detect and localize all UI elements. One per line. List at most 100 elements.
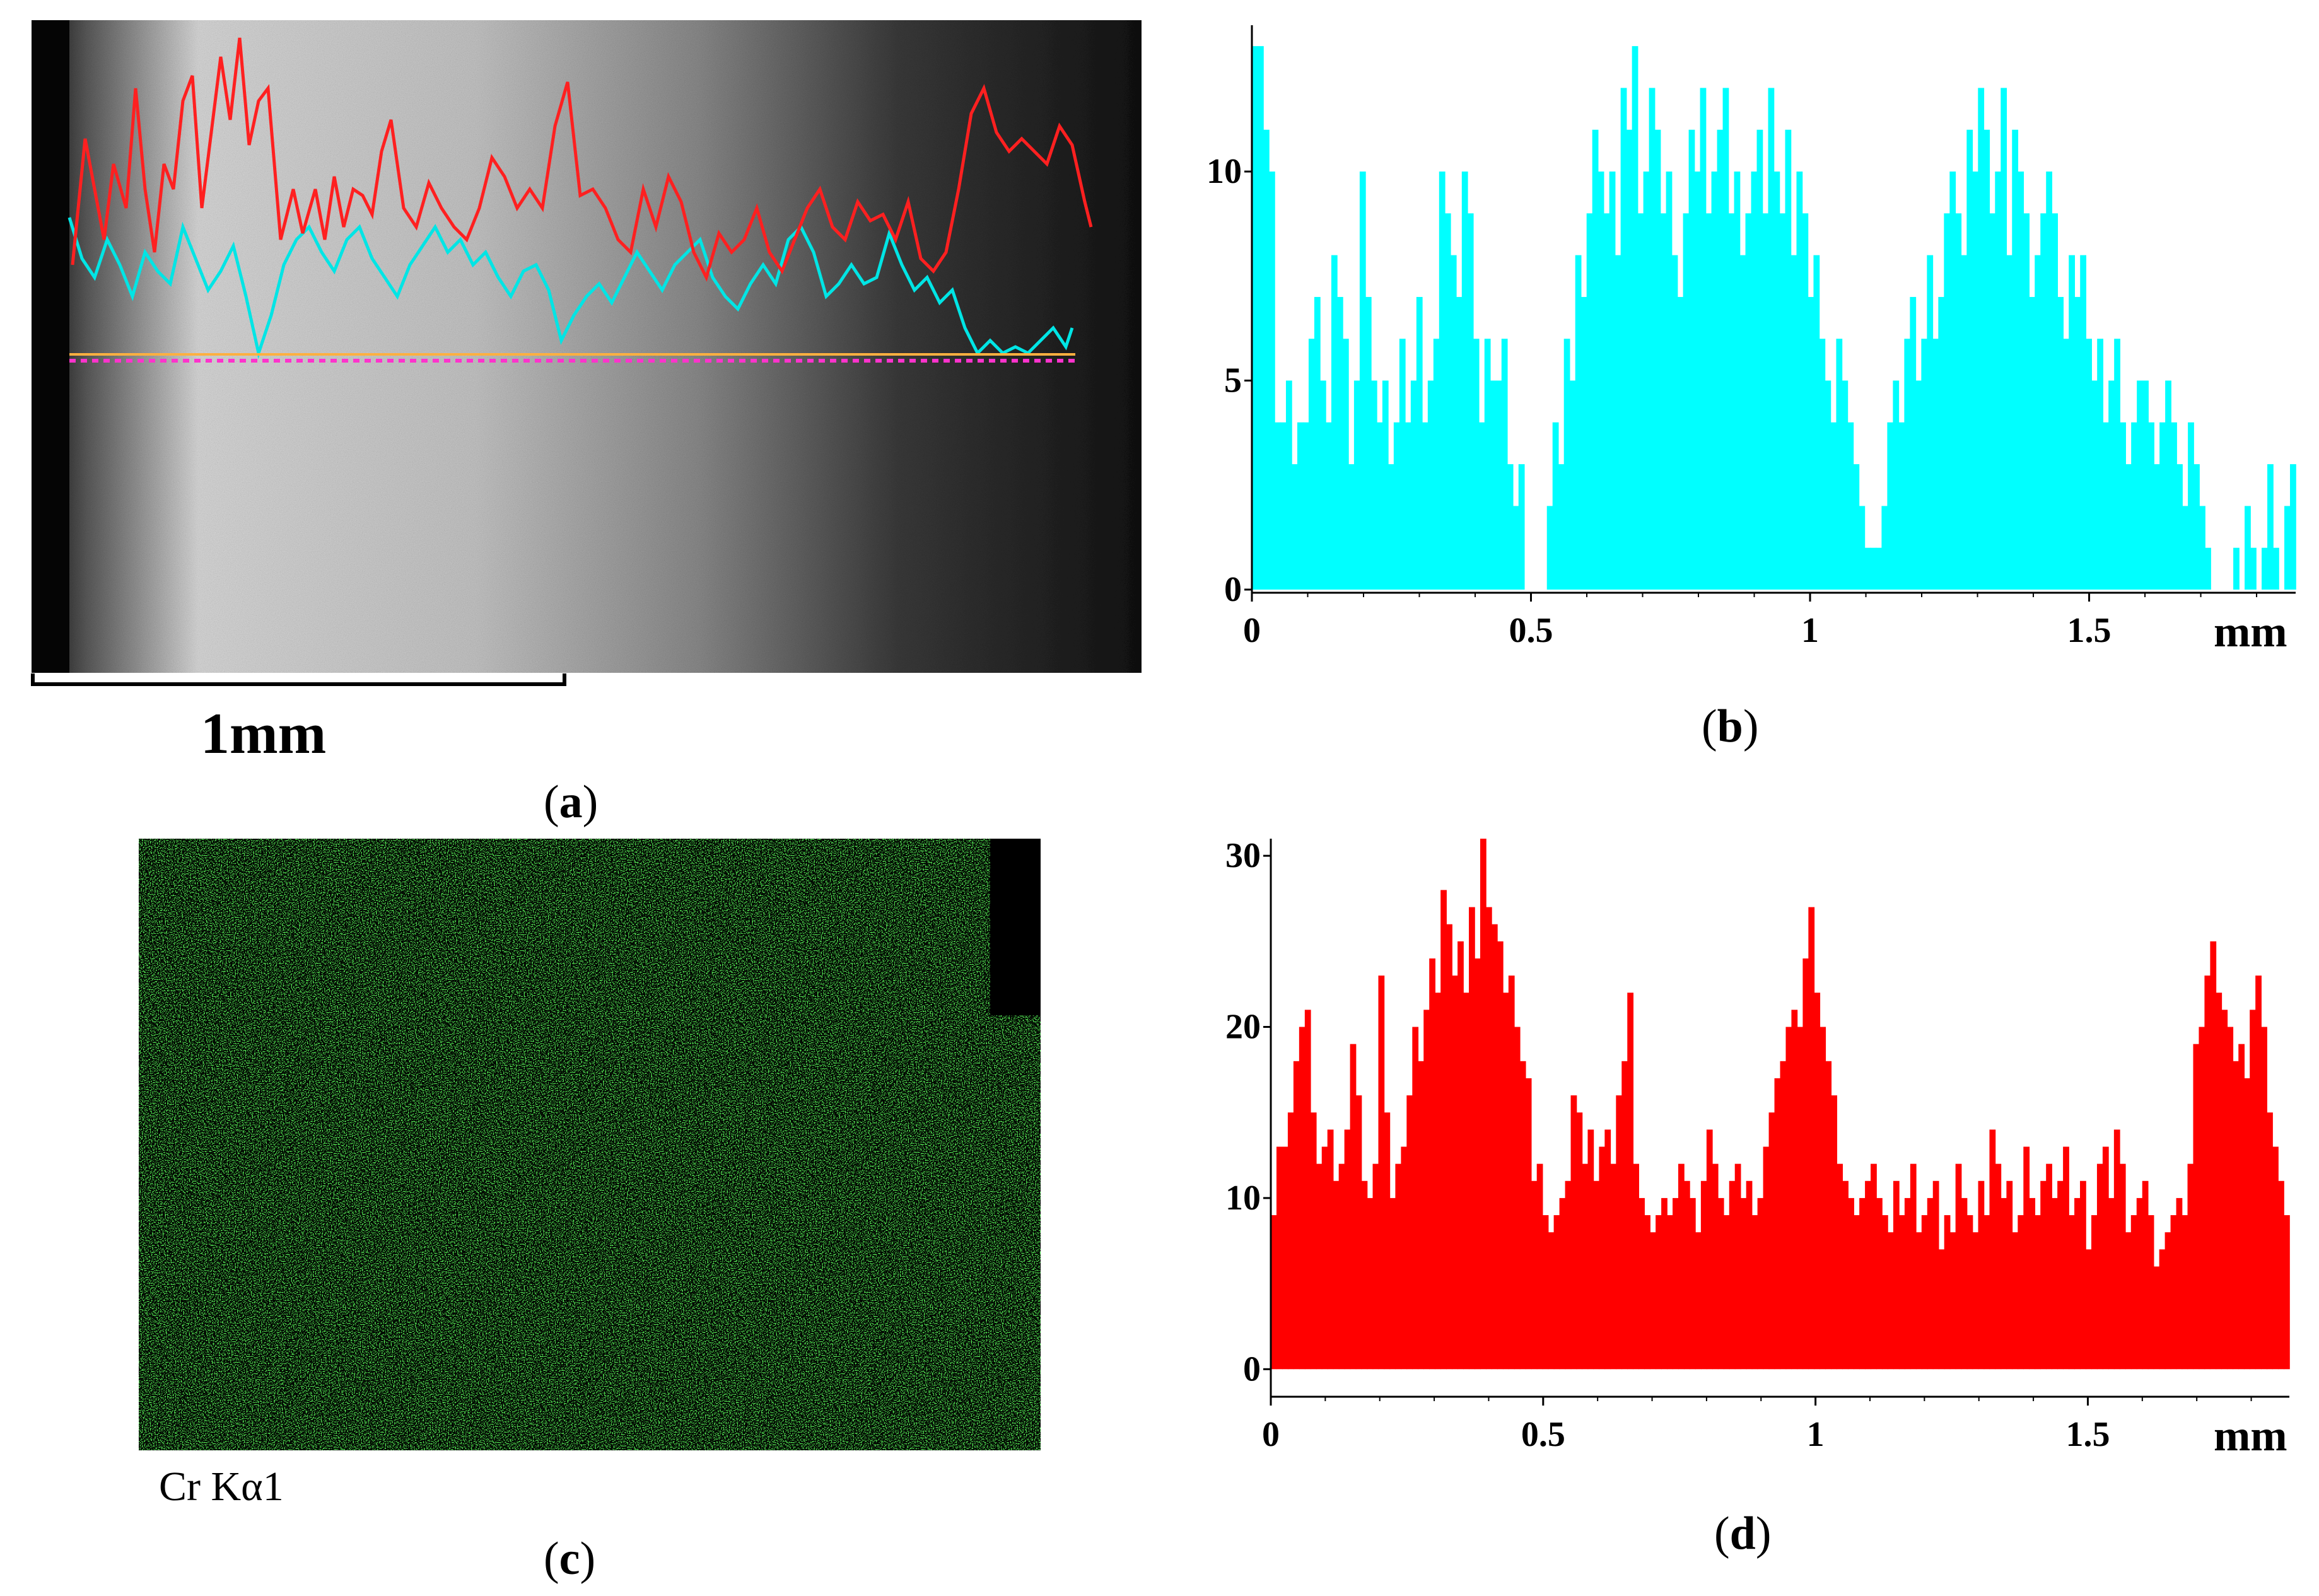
bar bbox=[1473, 339, 1480, 590]
bar bbox=[1785, 1027, 1792, 1370]
bar bbox=[1898, 422, 1905, 590]
bar bbox=[1475, 958, 1481, 1370]
bar bbox=[1712, 1163, 1719, 1370]
bar bbox=[1587, 1129, 1594, 1370]
bar bbox=[2057, 1180, 2064, 1370]
bar bbox=[1638, 1197, 1645, 1370]
bar bbox=[1871, 1163, 1877, 1370]
bar bbox=[1830, 422, 1837, 590]
bar bbox=[2187, 1163, 2194, 1370]
bar bbox=[1848, 1197, 1854, 1370]
bar bbox=[1423, 1010, 1430, 1370]
bar bbox=[1271, 1215, 1277, 1370]
bar bbox=[2029, 1197, 2036, 1370]
bar bbox=[2204, 976, 2211, 1370]
bar bbox=[1620, 88, 1627, 590]
bar bbox=[1667, 1215, 1673, 1370]
bar bbox=[1813, 255, 1820, 590]
bar bbox=[1978, 1180, 1985, 1370]
bar bbox=[2199, 1027, 2205, 1370]
bar bbox=[2216, 993, 2223, 1370]
bar bbox=[1643, 172, 1650, 590]
cr-map-dark-edge bbox=[990, 839, 1041, 1015]
bar bbox=[1751, 1215, 1758, 1370]
bar bbox=[1915, 380, 1922, 590]
bar bbox=[2267, 464, 2274, 590]
bar bbox=[1582, 1163, 1589, 1370]
y-tick-label: 5 bbox=[1224, 361, 1242, 400]
x-unit-label: mm bbox=[2214, 608, 2287, 656]
bar bbox=[1616, 1095, 1623, 1370]
bar bbox=[2040, 213, 2047, 590]
bar bbox=[1694, 172, 1701, 590]
bar bbox=[1370, 380, 1377, 590]
bar bbox=[1559, 1197, 1566, 1370]
bar bbox=[1410, 380, 1417, 590]
bar bbox=[2154, 464, 2160, 590]
bar bbox=[1467, 213, 1474, 590]
bar bbox=[1825, 1061, 1832, 1370]
bar bbox=[1525, 1078, 1532, 1370]
bar bbox=[1570, 1095, 1577, 1370]
bar bbox=[1382, 380, 1389, 590]
bar bbox=[1276, 1146, 1283, 1370]
bar bbox=[1961, 1197, 1968, 1370]
bar bbox=[1705, 213, 1712, 590]
bar bbox=[2142, 380, 2149, 590]
bar bbox=[1450, 255, 1457, 590]
bar bbox=[1893, 1180, 1900, 1370]
bar bbox=[1604, 1129, 1611, 1370]
bar bbox=[2273, 547, 2279, 590]
scale-bar bbox=[31, 673, 566, 686]
bar bbox=[1274, 422, 1281, 590]
bar bbox=[1314, 296, 1321, 590]
bar bbox=[2086, 1249, 2092, 1370]
bar bbox=[2063, 1146, 2069, 1370]
bar bbox=[1723, 1215, 1730, 1370]
bar bbox=[1268, 172, 1275, 590]
bar bbox=[1881, 506, 1888, 590]
bar bbox=[2170, 1215, 2177, 1370]
cr-map-figure bbox=[139, 839, 1041, 1450]
bar bbox=[1656, 1215, 1662, 1370]
bar bbox=[1955, 213, 1962, 590]
bar bbox=[2069, 255, 2076, 590]
bar bbox=[1808, 907, 1815, 1370]
bar bbox=[2182, 506, 2188, 590]
bar bbox=[1688, 129, 1695, 590]
bar bbox=[1548, 1232, 1555, 1370]
bar bbox=[1666, 172, 1673, 590]
bar bbox=[1501, 339, 1508, 590]
bar bbox=[1422, 422, 1428, 590]
bar bbox=[2227, 1027, 2234, 1370]
bar bbox=[2284, 1215, 2290, 1370]
x-tick-label: 1.5 bbox=[2065, 1415, 2110, 1454]
bar bbox=[1569, 380, 1576, 590]
bar bbox=[1452, 976, 1458, 1370]
bar bbox=[2052, 213, 2059, 590]
bar bbox=[1654, 129, 1661, 590]
bar bbox=[1336, 296, 1343, 590]
bars bbox=[1252, 46, 2296, 590]
bar bbox=[1734, 1163, 1741, 1370]
bar bbox=[2057, 296, 2064, 590]
bar bbox=[1287, 1112, 1294, 1370]
x-tick-label: 0.5 bbox=[1521, 1415, 1565, 1454]
bar bbox=[2091, 1215, 2098, 1370]
bar bbox=[1774, 1078, 1781, 1370]
bar bbox=[1406, 1095, 1413, 1370]
bar bbox=[2272, 1146, 2279, 1370]
y-tick-label: 0 bbox=[1224, 570, 1242, 609]
y-tick-label: 30 bbox=[1225, 836, 1261, 875]
bar bbox=[1563, 339, 1570, 590]
bar bbox=[1678, 1163, 1685, 1370]
bar bbox=[1791, 1010, 1798, 1370]
bar bbox=[1944, 1215, 1951, 1370]
bar bbox=[1955, 1163, 1962, 1370]
bar bbox=[2035, 1215, 2042, 1370]
y-tick-label: 20 bbox=[1225, 1008, 1261, 1047]
bar bbox=[1507, 464, 1514, 590]
bar bbox=[1695, 1232, 1702, 1370]
bar bbox=[1842, 380, 1849, 590]
bar bbox=[1552, 422, 1559, 590]
